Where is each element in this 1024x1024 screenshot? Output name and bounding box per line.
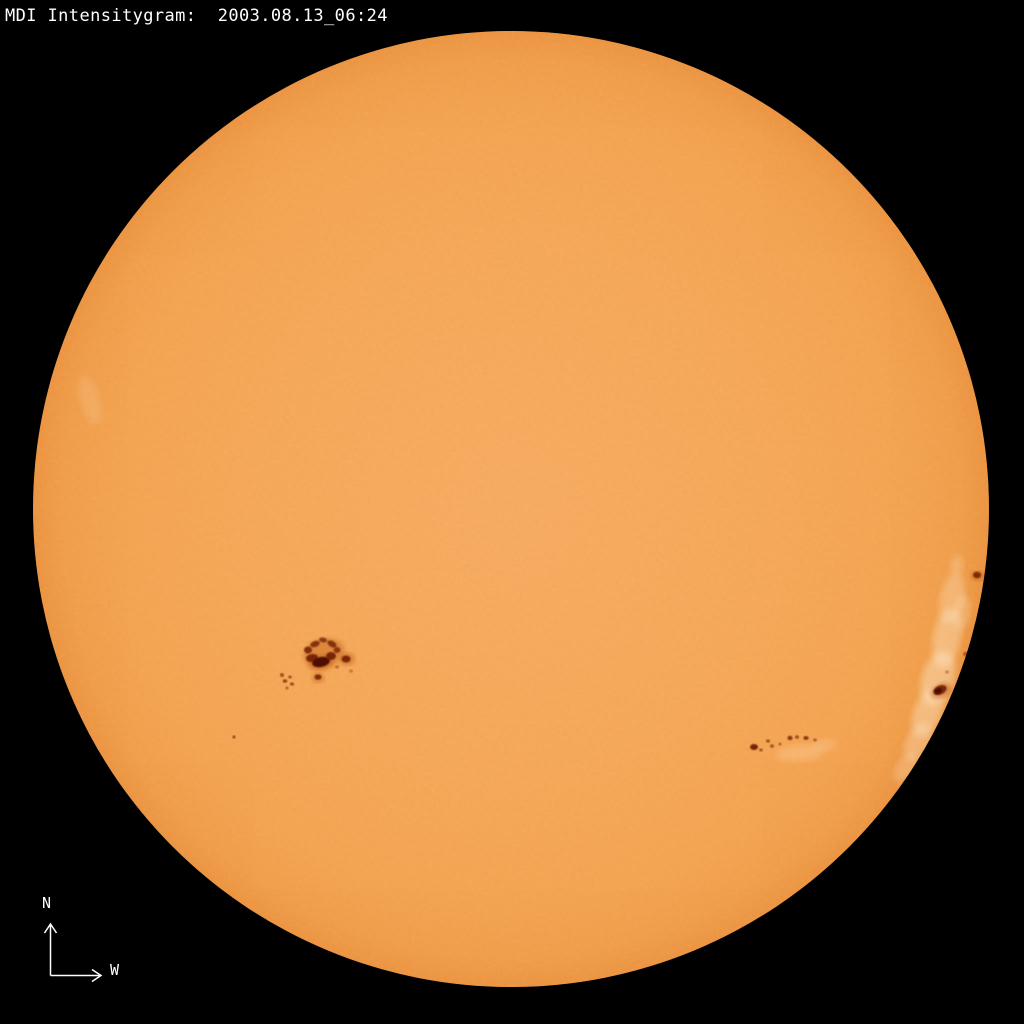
sunspot-main: [349, 669, 353, 673]
sunspot-limb: [973, 571, 981, 579]
sunspot-limb: [963, 651, 969, 657]
sunspot-main: [319, 637, 327, 643]
sunspot-east-row: [795, 735, 799, 739]
sunspot-east-row: [766, 739, 770, 743]
compass-north-label: N: [42, 894, 52, 912]
sunspot-left-pores: [285, 686, 289, 690]
sunspot-east-row: [750, 744, 758, 750]
sunspot-left-pores: [282, 679, 288, 683]
sunspot-east-row: [770, 744, 774, 748]
sunspot-limb: [945, 670, 949, 674]
compass-west-label: W: [110, 961, 120, 979]
sunspot-main: [326, 652, 336, 660]
sunspot-main: [304, 646, 312, 654]
sunspot-main: [312, 656, 330, 668]
sunspot-main: [341, 655, 351, 663]
sunspot-isolated: [232, 735, 236, 739]
facula-patch: [776, 744, 824, 762]
sunspot-main: [314, 674, 322, 680]
sunspot-east-row: [778, 742, 782, 746]
sunspot-left-pores: [288, 675, 292, 679]
sunspot-limb: [934, 687, 942, 695]
facula-patch: [813, 739, 837, 751]
sunspot-layer: [232, 571, 985, 752]
sunspot-main: [310, 640, 320, 648]
sunspot-main: [333, 647, 341, 653]
sunspot-east-row: [813, 738, 817, 742]
facula-patch: [949, 555, 965, 575]
sunspot-main: [335, 665, 339, 669]
sunspot-east-row: [787, 735, 793, 741]
image-title: MDI Intensitygram: 2003.08.13_06:24: [5, 6, 388, 26]
compass-arrows-icon: [43, 922, 103, 983]
sunspot-left-pores: [290, 682, 294, 686]
facula-patch: [78, 375, 102, 425]
sunspot-main: [327, 640, 337, 648]
sunspot-east-row: [759, 748, 763, 752]
sunspot-left-pores: [280, 673, 284, 677]
sunspot-east-row: [803, 736, 809, 740]
